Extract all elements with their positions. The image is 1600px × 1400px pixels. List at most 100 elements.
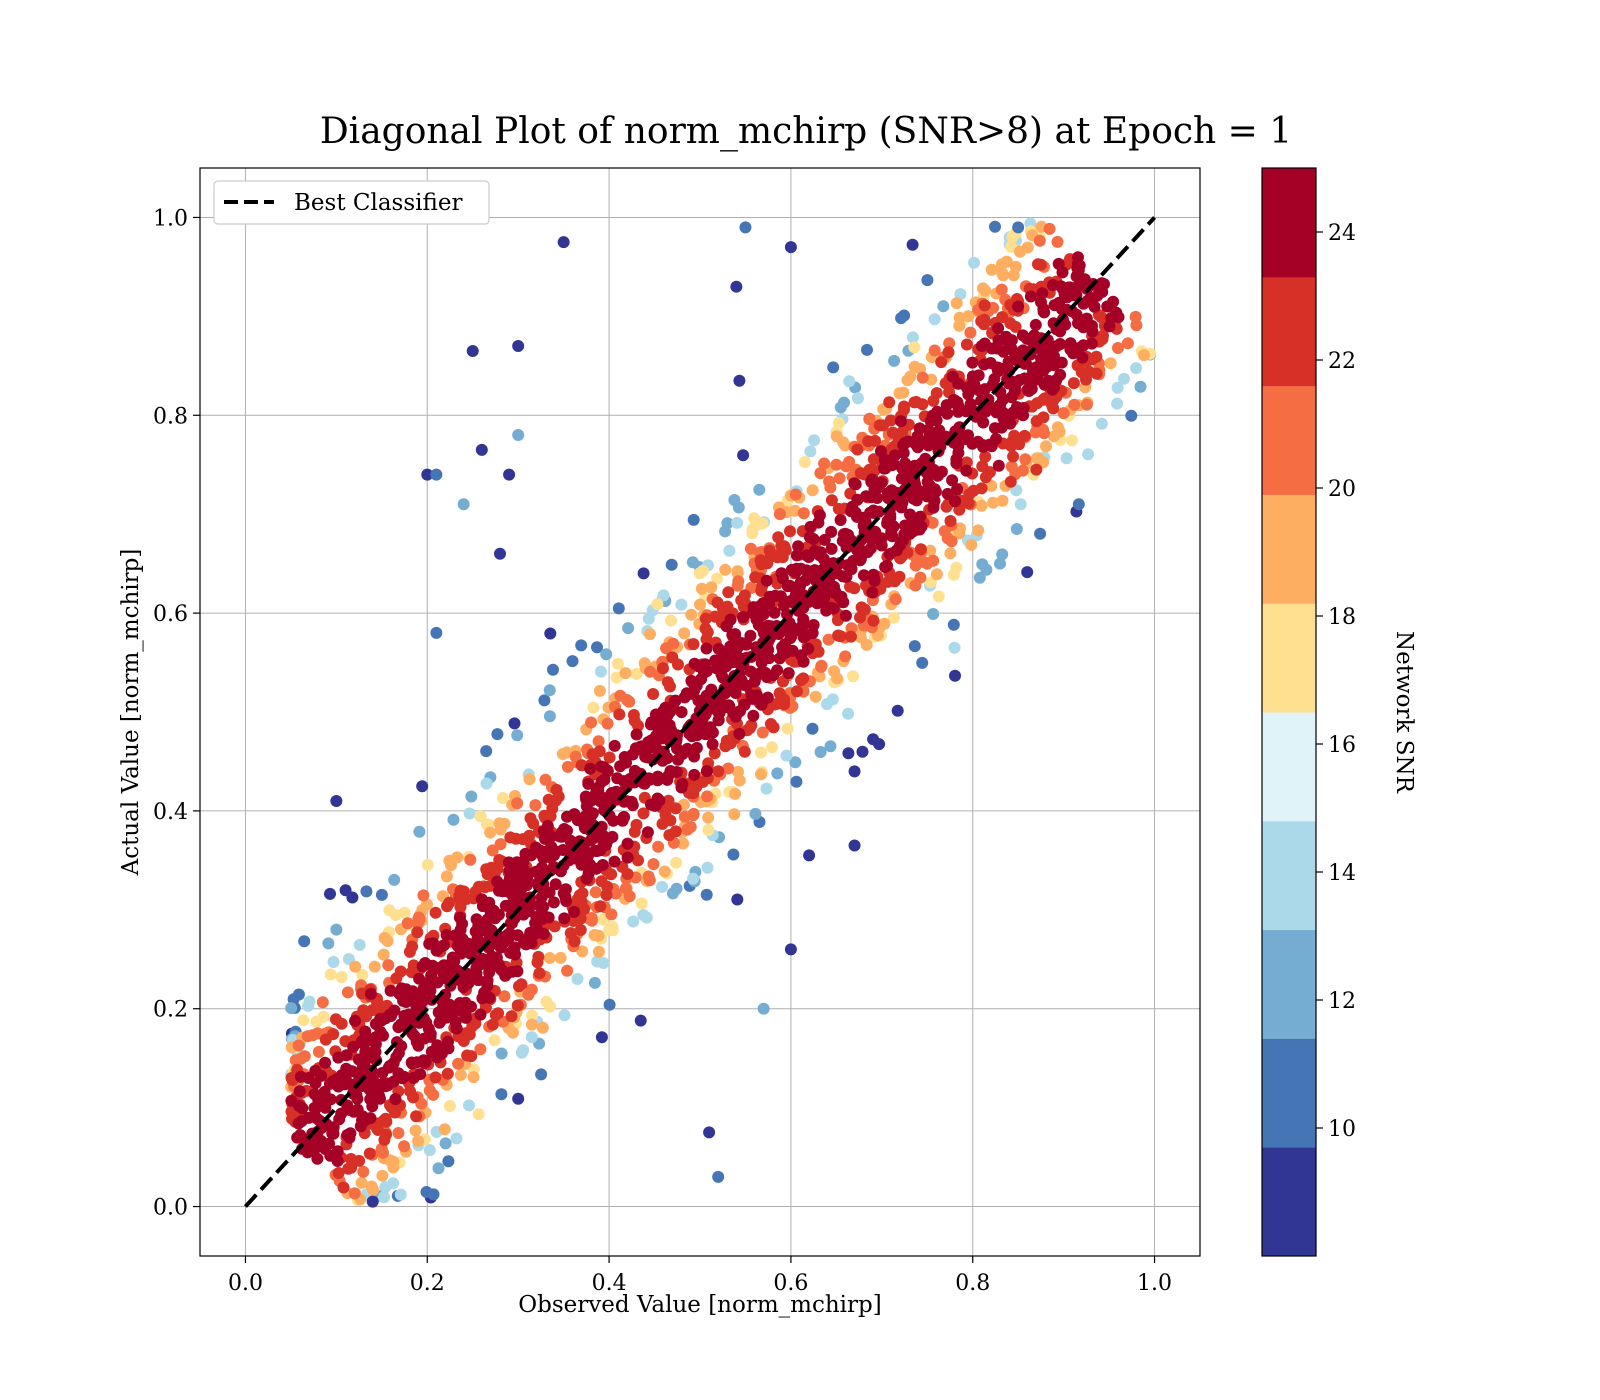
cloud-point [887,520,900,533]
colorbar-tick-label: 24 [1328,221,1356,246]
cloud-point [976,558,989,571]
cloud-point [658,865,671,878]
cloud-point [715,668,728,681]
cloud-point [491,728,504,741]
cloud-point [868,574,881,587]
cloud-point [377,1146,389,1159]
cloud-point [962,310,975,323]
cloud-point [792,540,805,553]
cloud-point [747,709,760,722]
cloud-point [962,497,975,510]
cloud-point [666,651,679,664]
cloud-point [474,810,487,823]
scatter-point [784,241,797,254]
cloud-point [825,525,838,538]
cloud-point [357,1004,370,1017]
cloud-point [621,868,634,880]
cloud-point [830,458,843,471]
cloud-point [441,1067,454,1080]
cloud-point [700,765,713,778]
cloud-point [652,722,665,735]
cloud-point [1104,357,1117,370]
cloud-point [612,602,625,615]
cloud-point [789,756,802,769]
cloud-point [508,875,521,888]
cloud-point [780,749,793,762]
cloud-point [803,531,816,544]
cloud-point [1054,338,1067,350]
cloud-point [806,722,819,735]
cloud-point [731,893,744,906]
cloud-point [377,948,390,961]
cloud-point [591,955,604,968]
cloud-point [423,1144,436,1157]
cloud-point [619,667,632,680]
cloud-point [363,1147,376,1160]
cloud-point [359,1025,372,1038]
cloud-point [979,450,992,463]
cloud-point [814,546,827,559]
cloud-point [828,665,840,678]
cloud-point [653,794,666,807]
cloud-point [927,554,940,567]
cloud-point [791,685,803,698]
cloud-point [834,514,847,526]
cloud-point [442,1155,455,1168]
cloud-point [863,531,876,544]
cloud-point [797,507,810,520]
cloud-point [700,642,713,655]
cloud-point [843,375,856,388]
cloud-point [544,810,557,823]
cloud-point [635,897,648,910]
cloud-point [496,885,509,898]
cloud-point [665,614,677,627]
cloud-point [379,1181,392,1194]
cloud-point [489,1009,502,1022]
cloud-point [985,479,998,492]
cloud-point [485,861,498,874]
cloud-point [543,952,556,964]
cloud-point [366,1073,379,1086]
cloud-point [417,889,430,902]
cloud-point [472,919,485,932]
cloud-point [1097,329,1109,342]
cloud-point [416,780,429,793]
cloud-point [915,520,928,533]
cloud-point [851,392,864,405]
cloud-point [793,581,806,594]
x-axis-ticks: 0.0 0.2 0.4 0.6 0.8 1.0 [228,1256,1172,1296]
cloud-point [508,717,521,730]
cloud-point [800,549,813,562]
cloud-point [950,457,963,470]
cloud-point [472,1108,485,1121]
cloud-point [312,1045,325,1058]
cloud-point [347,1040,360,1053]
cloud-point [611,657,624,670]
cloud-point [1005,240,1018,253]
scatter-point [430,626,443,639]
cloud-point [519,847,532,860]
cloud-point [625,795,638,808]
cloud-point [670,882,683,895]
cloud-point [443,896,456,909]
cloud-point [877,419,890,432]
colorbar-segment [1262,168,1316,278]
cloud-point [712,642,725,655]
cloud-point [443,1100,456,1112]
cloud-point [585,914,598,927]
cloud-point [302,1111,315,1124]
cloud-point [832,502,845,515]
cloud-point [895,312,908,325]
cloud-point [657,589,670,602]
scatter-point [712,1170,725,1183]
cloud-point [784,620,797,633]
cloud-point [1005,460,1018,473]
cloud-point [839,609,852,622]
cloud-point [492,958,505,971]
cloud-point [992,334,1005,347]
cloud-point [778,599,790,612]
cloud-point [293,1085,306,1098]
cloud-point [608,739,621,752]
cloud-point [410,1110,423,1123]
cloud-point [601,717,614,730]
